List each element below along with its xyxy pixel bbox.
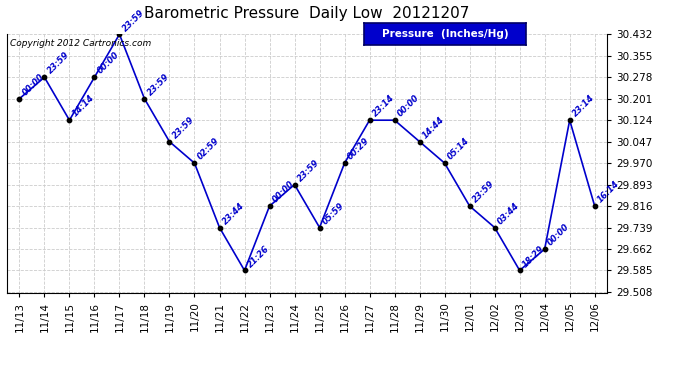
Point (164, 139, 175, 145)
Text: 14:14: 14:14 (71, 93, 96, 119)
Point (514, 267, 525, 273)
Point (14, 96, 25, 102)
Point (264, 203, 275, 209)
Text: 00:00: 00:00 (271, 179, 296, 205)
Point (289, 182, 300, 188)
Text: 00:29: 00:29 (346, 136, 371, 162)
Title: Barometric Pressure  Daily Low  20121207: Barometric Pressure Daily Low 20121207 (144, 6, 470, 21)
Text: 23:44: 23:44 (221, 201, 246, 226)
Text: 23:59: 23:59 (146, 72, 171, 98)
Point (64, 117, 75, 123)
Point (539, 246, 550, 252)
Text: 03:44: 03:44 (496, 201, 522, 226)
Point (414, 139, 425, 145)
Point (89, 74, 100, 80)
Point (39, 74, 50, 80)
Text: Copyright 2012 Cartronics.com: Copyright 2012 Cartronics.com (10, 39, 151, 48)
Text: 23:59: 23:59 (296, 158, 322, 183)
Point (439, 160, 450, 166)
Text: 02:59: 02:59 (196, 136, 221, 162)
Text: 23:14: 23:14 (371, 93, 396, 119)
Point (339, 160, 350, 166)
Point (214, 225, 225, 231)
Point (139, 96, 150, 102)
Point (489, 225, 500, 231)
Point (389, 117, 400, 123)
Point (589, 203, 600, 209)
Text: 00:00: 00:00 (396, 93, 422, 119)
Text: 21:26: 21:26 (246, 244, 271, 269)
Text: 00:00: 00:00 (96, 51, 121, 76)
Point (189, 160, 200, 166)
Point (314, 225, 325, 231)
Text: 23:59: 23:59 (171, 115, 196, 140)
Text: 05:59: 05:59 (321, 201, 346, 226)
Point (564, 117, 575, 123)
Text: 23:59: 23:59 (46, 51, 71, 76)
Text: 00:00: 00:00 (21, 72, 46, 98)
Text: 05:14: 05:14 (446, 136, 471, 162)
Text: 16:14: 16:14 (596, 179, 622, 205)
Text: 18:29: 18:29 (521, 244, 546, 269)
Text: 23:14: 23:14 (571, 93, 596, 119)
Text: 00:00: 00:00 (546, 222, 571, 248)
Text: 23:59: 23:59 (471, 179, 496, 205)
Point (464, 203, 475, 209)
Point (239, 267, 250, 273)
Point (114, 31, 125, 37)
Text: 23:59: 23:59 (121, 8, 146, 33)
Point (364, 117, 375, 123)
Text: 14:44: 14:44 (421, 115, 446, 140)
